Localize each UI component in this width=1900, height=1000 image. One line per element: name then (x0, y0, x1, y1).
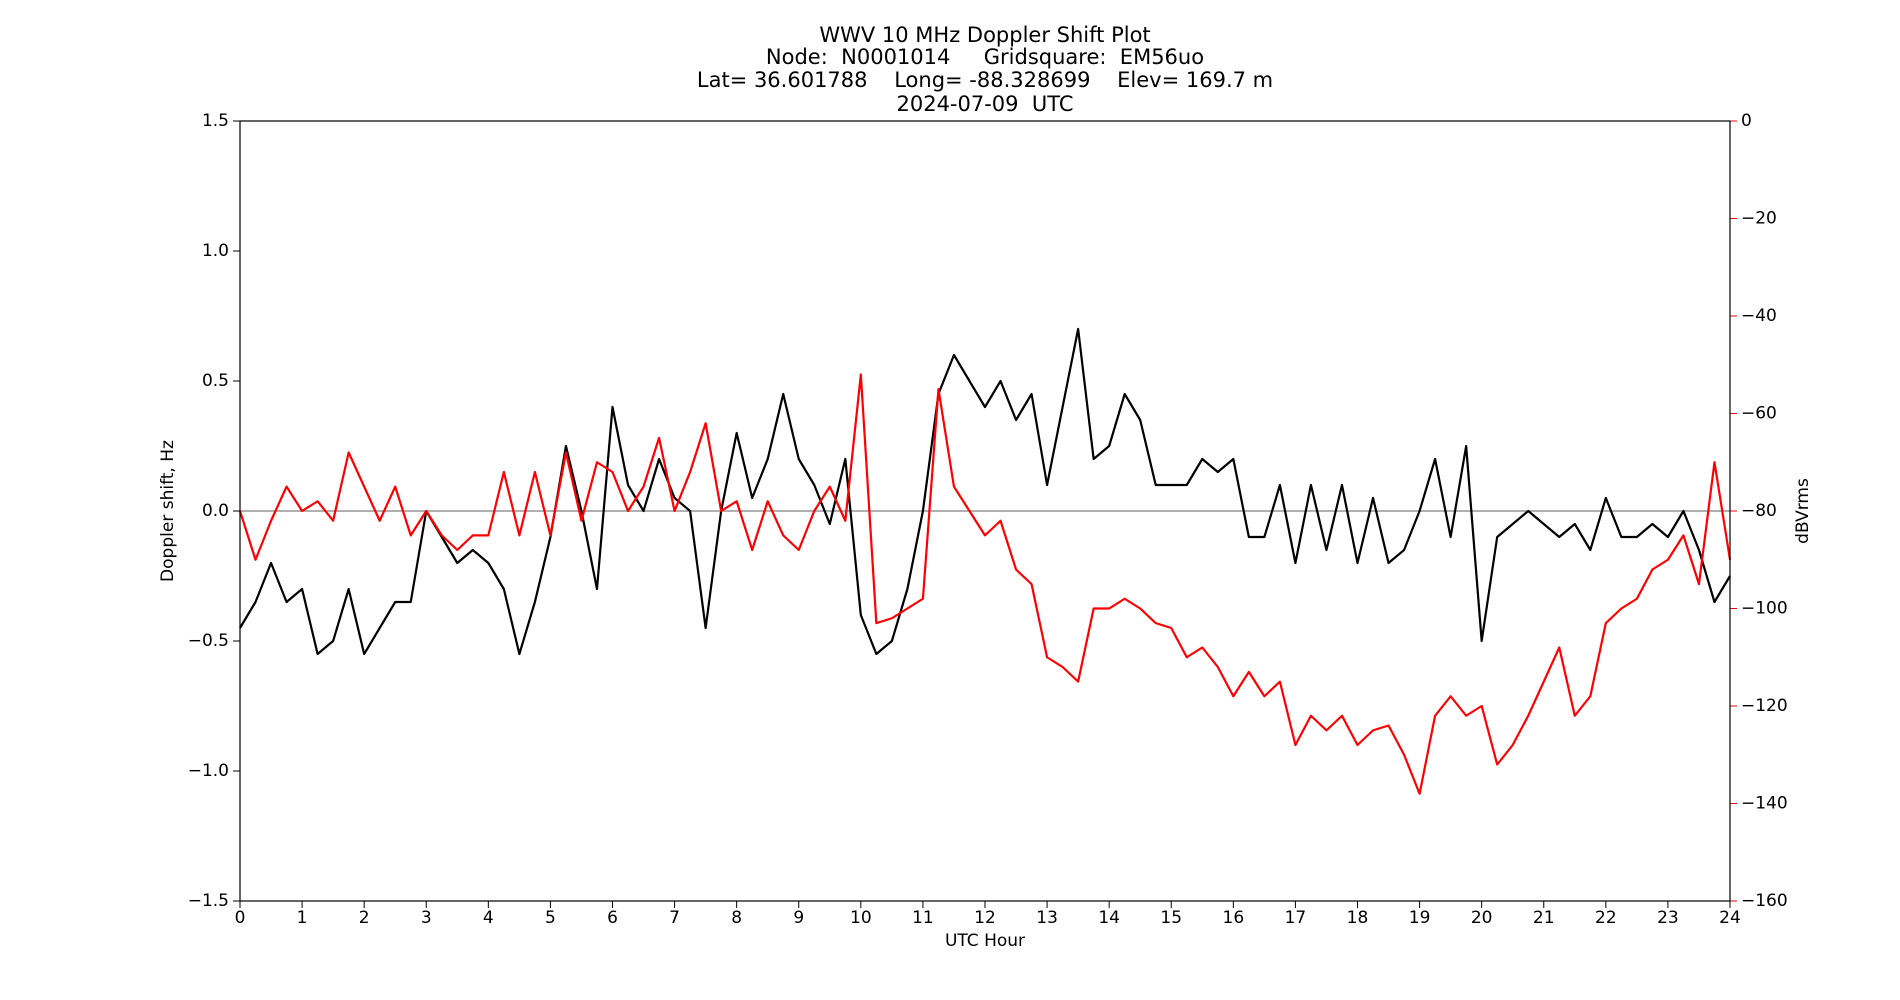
x-tick-label: 16 (1223, 908, 1245, 928)
y2-tick-label: −40 (1741, 306, 1777, 326)
y-tick-label: 0.5 (202, 371, 229, 391)
y2-tick-label: −80 (1741, 501, 1777, 521)
y2-tick-label: −160 (1741, 891, 1788, 911)
x-tick-label: 11 (912, 908, 934, 928)
chart-title: WWV 10 MHz Doppler Shift Plot (819, 23, 1150, 47)
chart-subtitle: Node: N0001014 Gridsquare: EM56uo (766, 45, 1204, 69)
chart-subtitle: 2024-07-09 UTC (896, 92, 1073, 116)
x-tick-label: 23 (1657, 908, 1679, 928)
x-tick-label: 3 (421, 908, 432, 928)
y2-tick-label: −20 (1741, 209, 1777, 229)
x-tick-label: 7 (669, 908, 680, 928)
x-tick-label: 5 (545, 908, 556, 928)
x-tick-label: 14 (1098, 908, 1120, 928)
y-tick-label: 1.0 (202, 241, 229, 261)
x-tick-label: 17 (1285, 908, 1307, 928)
y-tick-label: −1.5 (188, 891, 229, 911)
y2-tick-label: −140 (1741, 794, 1788, 814)
y2-axis-label: dBVrms (1793, 478, 1813, 544)
x-tick-label: 0 (235, 908, 246, 928)
x-tick-label: 2 (359, 908, 370, 928)
x-tick-label: 20 (1471, 908, 1493, 928)
chart-subtitle: Lat= 36.601788 Long= -88.328699 Elev= 16… (697, 68, 1273, 92)
y-tick-label: 1.5 (202, 111, 229, 131)
y-tick-label: −1.0 (188, 761, 229, 781)
x-tick-label: 1 (297, 908, 308, 928)
y2-tick-label: 0 (1741, 111, 1752, 131)
x-tick-label: 19 (1409, 908, 1431, 928)
y2-tick-label: −120 (1741, 696, 1788, 716)
x-tick-label: 10 (850, 908, 872, 928)
series-line (238, 373, 1732, 795)
plot-frame (239, 120, 1731, 902)
x-tick-label: 22 (1595, 908, 1617, 928)
series-line (239, 327, 1731, 656)
x-tick-label: 4 (483, 908, 494, 928)
x-tick-label: 15 (1160, 908, 1182, 928)
y-axis-label: Doppler shift, Hz (158, 440, 178, 582)
y2-tick-label: −60 (1741, 404, 1777, 424)
x-tick-label: 6 (607, 908, 618, 928)
y-tick-label: 0.0 (202, 501, 229, 521)
x-tick-label: 13 (1036, 908, 1058, 928)
x-tick-label: 24 (1719, 908, 1741, 928)
x-tick-label: 8 (731, 908, 742, 928)
x-tick-label: 18 (1347, 908, 1369, 928)
x-tick-label: 9 (793, 908, 804, 928)
x-tick-label: 12 (974, 908, 996, 928)
y2-tick-label: −100 (1741, 599, 1788, 619)
x-axis-label: UTC Hour (945, 931, 1025, 951)
x-tick-label: 21 (1533, 908, 1555, 928)
y-tick-label: −0.5 (188, 631, 229, 651)
